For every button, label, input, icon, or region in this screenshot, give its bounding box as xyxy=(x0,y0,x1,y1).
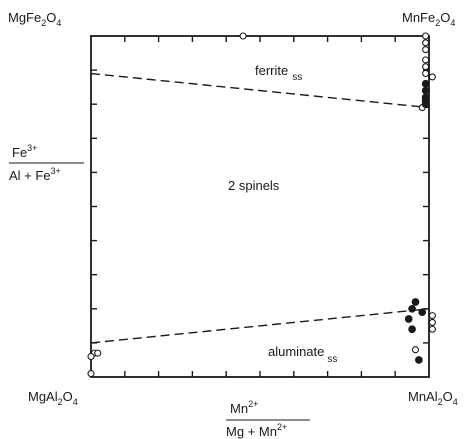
region-label-two-spinels: 2 spinels xyxy=(228,178,280,193)
y-axis-numerator: Fe3+ xyxy=(12,143,37,160)
data-point-open xyxy=(87,352,95,361)
data-point-open xyxy=(422,39,430,47)
corner-label-mnal2o4: MnAl2O4 xyxy=(408,389,458,407)
x-axis-numerator: Mn2+ xyxy=(230,399,258,416)
data-point-open xyxy=(87,370,95,378)
data-point-open xyxy=(428,312,436,320)
corner-label-mgfe2o4: MgFe2O4 xyxy=(8,10,61,28)
data-point-open xyxy=(239,32,247,40)
data-point-filled xyxy=(404,315,413,323)
data-point-filled xyxy=(408,325,416,334)
data-point-filled xyxy=(408,304,416,313)
data-point-filled xyxy=(421,86,430,95)
corner-label-mnfe2o4: MnFe2O4 xyxy=(402,10,455,28)
data-point-filled xyxy=(411,298,420,306)
data-point-open xyxy=(428,73,436,81)
data-point-open xyxy=(422,63,430,71)
data-point-filled xyxy=(418,308,427,317)
phase-boundaries xyxy=(90,72,430,344)
y-axis-denominator: Al + Fe3+ xyxy=(9,166,61,183)
data-point-filled xyxy=(415,356,423,364)
data-point-open xyxy=(422,69,430,78)
x-axis-label: Mn2+ Mg + Mn2+ xyxy=(226,399,310,439)
data-point-open xyxy=(422,32,430,40)
y-axis-label: Fe3+ Al + Fe3+ xyxy=(9,143,84,183)
region-label-aluminate: aluminatess xyxy=(268,344,337,365)
data-point-open xyxy=(422,56,430,64)
data-point-open xyxy=(411,346,420,354)
data-point-filled xyxy=(421,79,430,88)
region-label-ferrite: ferrite ss xyxy=(255,63,302,83)
data-point-filled xyxy=(421,100,430,109)
data-point-open xyxy=(428,325,436,333)
data-point-open xyxy=(422,46,430,54)
corner-label-mgal2o4: MgAl2O4 xyxy=(28,389,78,407)
data-point-open xyxy=(94,349,102,357)
data-points xyxy=(87,32,436,378)
axis-ticks xyxy=(91,36,429,377)
x-axis-denominator: Mg + Mn2+ xyxy=(226,422,287,439)
ferrite-boundary-line xyxy=(90,72,430,109)
aluminate-boundary-line xyxy=(90,308,430,344)
data-point-open xyxy=(428,318,436,326)
